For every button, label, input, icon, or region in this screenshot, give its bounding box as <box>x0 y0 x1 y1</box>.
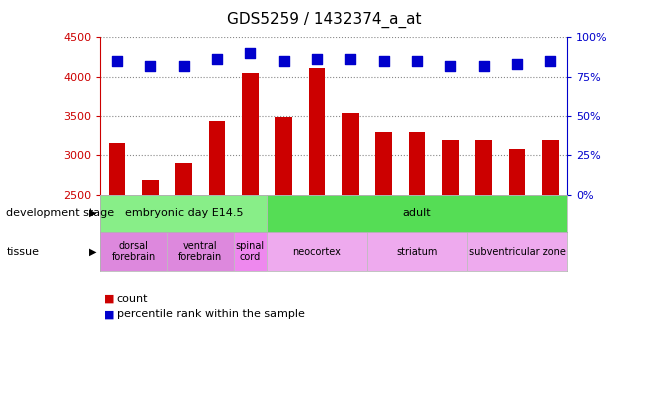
Bar <box>409 132 425 195</box>
Point <box>179 62 189 69</box>
Bar <box>167 232 234 271</box>
Text: ■: ■ <box>104 309 114 320</box>
Point <box>145 62 156 69</box>
Bar <box>142 180 159 195</box>
Bar <box>509 149 526 195</box>
Bar <box>100 195 267 232</box>
Bar <box>467 232 567 271</box>
Point <box>512 61 522 67</box>
Text: tissue: tissue <box>6 246 40 257</box>
Bar <box>100 232 167 271</box>
Text: percentile rank within the sample: percentile rank within the sample <box>117 309 305 320</box>
Text: ventral
forebrain: ventral forebrain <box>178 241 222 262</box>
Text: spinal
cord: spinal cord <box>236 241 265 262</box>
Point <box>312 56 322 62</box>
Bar <box>100 37 567 195</box>
Text: dorsal
forebrain: dorsal forebrain <box>111 241 156 262</box>
Point <box>445 62 456 69</box>
Text: striatum: striatum <box>397 246 437 257</box>
Bar <box>176 163 192 195</box>
Text: count: count <box>117 294 148 304</box>
Point <box>212 56 222 62</box>
Bar <box>267 195 567 232</box>
Bar <box>542 140 559 195</box>
Bar <box>234 232 267 271</box>
Point <box>279 58 289 64</box>
Point <box>412 58 422 64</box>
Bar <box>275 117 292 195</box>
Bar <box>367 232 467 271</box>
Point <box>478 62 489 69</box>
Bar <box>375 132 392 195</box>
Bar <box>476 140 492 195</box>
Bar <box>209 121 226 195</box>
Text: GDS5259 / 1432374_a_at: GDS5259 / 1432374_a_at <box>227 12 421 28</box>
Text: ▶: ▶ <box>89 208 97 218</box>
Text: subventricular zone: subventricular zone <box>469 246 566 257</box>
Point <box>112 58 122 64</box>
Text: ▶: ▶ <box>89 246 97 257</box>
Point <box>245 50 255 56</box>
Point <box>345 56 356 62</box>
Text: ■: ■ <box>104 294 114 304</box>
Point <box>378 58 389 64</box>
Bar <box>109 143 126 195</box>
Text: development stage: development stage <box>6 208 115 218</box>
Bar <box>308 68 325 195</box>
Text: embryonic day E14.5: embryonic day E14.5 <box>124 208 243 218</box>
Bar <box>242 73 259 195</box>
Point <box>545 58 555 64</box>
Bar <box>267 232 367 271</box>
Text: neocortex: neocortex <box>293 246 341 257</box>
Text: adult: adult <box>402 208 432 218</box>
Bar <box>342 113 359 195</box>
Bar <box>442 140 459 195</box>
